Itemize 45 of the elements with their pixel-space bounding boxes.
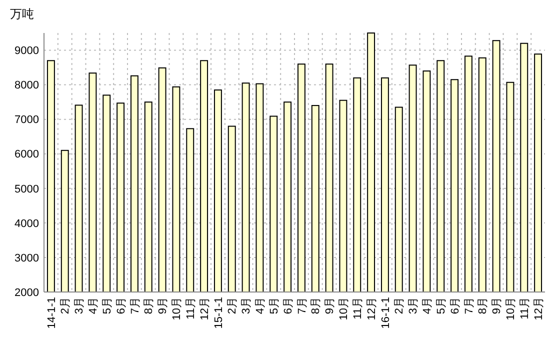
x-tick-label: 8月 bbox=[477, 297, 490, 314]
x-tick-label: 7月 bbox=[129, 297, 142, 314]
x-tick-label: 6月 bbox=[282, 297, 294, 314]
x-tick-label: 5月 bbox=[101, 297, 114, 314]
x-tick-label: 10月 bbox=[505, 297, 518, 320]
x-tick-label: 9月 bbox=[157, 297, 170, 314]
y-axis-title: 万吨 bbox=[10, 7, 34, 21]
x-tick-label: 7月 bbox=[296, 297, 308, 314]
y-tick-label: 6000 bbox=[14, 148, 39, 161]
x-tick-label: 12月 bbox=[198, 297, 211, 320]
y-tick-label: 8000 bbox=[14, 80, 39, 92]
x-tick-label: 7月 bbox=[463, 297, 476, 314]
x-tick-label: 10月 bbox=[338, 297, 350, 320]
x-tick-label: 5月 bbox=[268, 297, 280, 314]
x-tick-label: 12月 bbox=[532, 297, 545, 320]
x-tick-label: 4月 bbox=[422, 297, 434, 314]
x-tick-label: 14-1-1 bbox=[46, 297, 58, 329]
y-tick-label: 7000 bbox=[14, 114, 39, 126]
y-tick-label: 3000 bbox=[14, 252, 39, 264]
x-tick-label: 11月 bbox=[184, 297, 197, 320]
y-tick-label: 2000 bbox=[14, 286, 39, 299]
x-tick-label: 3月 bbox=[74, 297, 86, 314]
x-tick-label: 5月 bbox=[435, 297, 448, 314]
x-tick-label: 16-1-1 bbox=[380, 297, 392, 329]
y-tick-label: 4000 bbox=[14, 218, 39, 230]
x-tick-label: 2月 bbox=[60, 297, 72, 314]
x-tick-label: 8月 bbox=[310, 297, 322, 314]
x-tick-label: 6月 bbox=[449, 297, 462, 314]
x-tick-label: 8月 bbox=[143, 297, 156, 314]
x-tick-label: 15-1-1 bbox=[212, 297, 225, 329]
x-tick-label: 2月 bbox=[226, 297, 239, 314]
y-tick-label: 9000 bbox=[14, 45, 39, 58]
x-tick-label: 4月 bbox=[88, 297, 100, 314]
x-tick-label: 2月 bbox=[394, 297, 406, 314]
x-tick-label: 3月 bbox=[408, 297, 420, 314]
y-tick-label: 5000 bbox=[14, 183, 39, 196]
x-tick-label: 3月 bbox=[240, 297, 253, 314]
x-tick-label: 11月 bbox=[352, 297, 364, 320]
x-tick-label: 12月 bbox=[366, 297, 378, 320]
x-tick-label: 6月 bbox=[115, 297, 128, 314]
x-tick-label: 11月 bbox=[518, 297, 531, 320]
x-tick-label: 9月 bbox=[491, 297, 504, 314]
x-tick-label: 9月 bbox=[324, 297, 336, 314]
x-tick-label: 4月 bbox=[254, 297, 267, 314]
x-tick-label: 10月 bbox=[171, 297, 184, 320]
